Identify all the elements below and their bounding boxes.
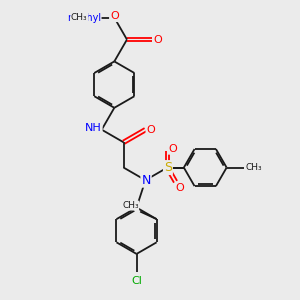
Text: S: S	[164, 161, 172, 174]
Text: O: O	[176, 183, 184, 193]
Text: O: O	[153, 34, 162, 44]
Text: O: O	[110, 11, 119, 21]
Text: NH: NH	[85, 123, 102, 133]
Text: Cl: Cl	[131, 276, 142, 286]
Text: O: O	[146, 125, 155, 135]
Text: O: O	[168, 144, 177, 154]
Text: CH₃: CH₃	[71, 13, 88, 22]
Text: N: N	[141, 174, 151, 187]
Text: CH₃: CH₃	[122, 201, 139, 210]
Text: CH₃: CH₃	[246, 163, 262, 172]
Text: methyl: methyl	[67, 13, 101, 23]
